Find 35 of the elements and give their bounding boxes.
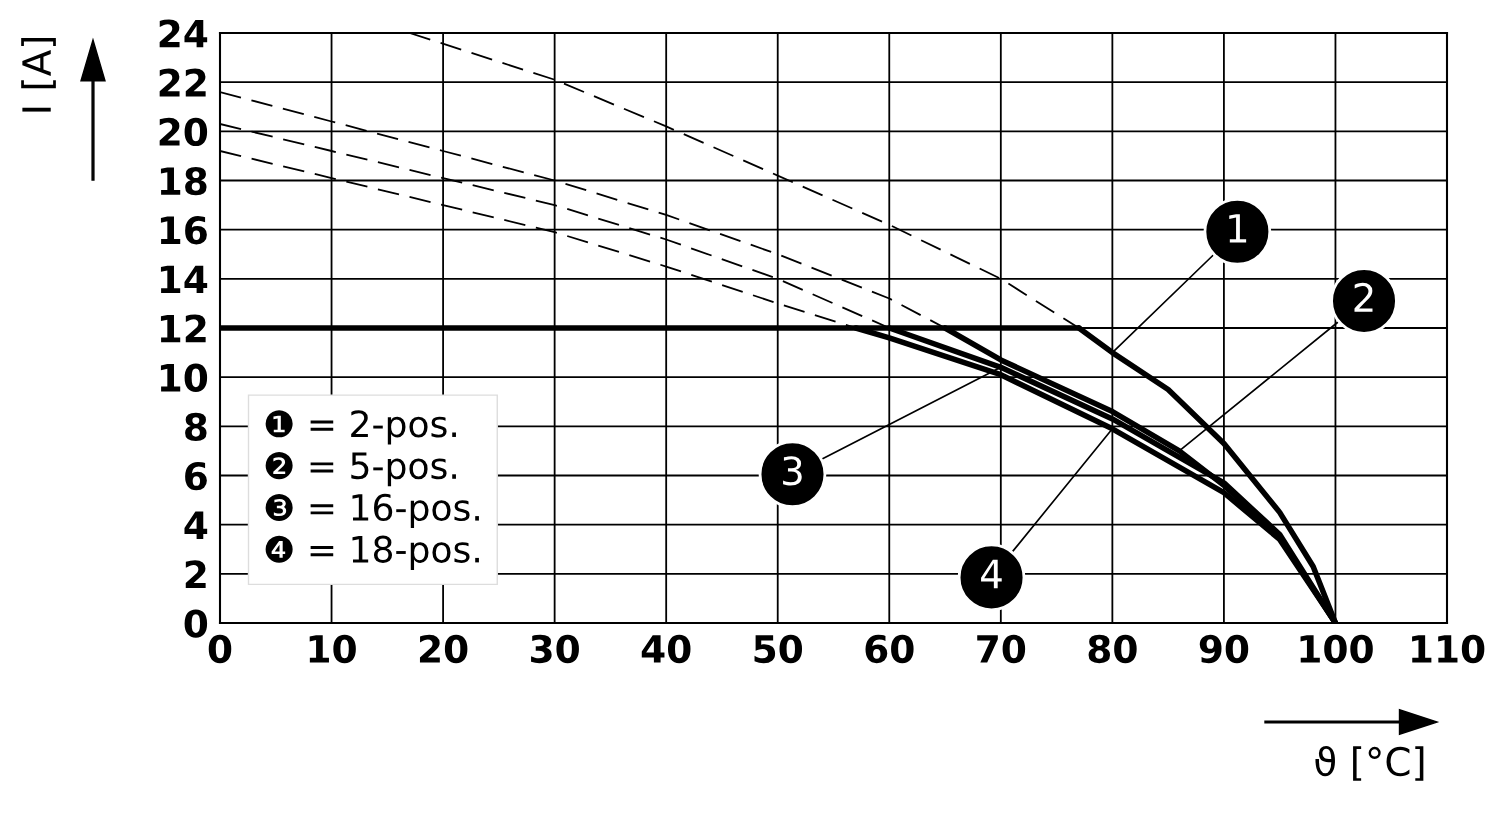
x-tick-label: 40 [641,634,691,664]
annotation: ❷ = 5-pos. [265,452,456,487]
annotation: ❸ = 16-pos. [265,493,479,529]
y-tick-label: 4 [184,511,208,539]
annotation: 4 [981,559,1002,589]
x-tick-label: 110 [1412,634,1485,664]
x-tick-label: 20 [419,634,468,664]
y-axis-title: I [A] [21,37,56,112]
y-tick-label: 16 [160,216,207,245]
y-tick-label: 22 [159,68,206,97]
y-tick-label: 14 [160,265,208,294]
annotation: 1 [1229,214,1247,243]
y-tick-label: 6 [185,461,207,491]
y-tick-label: 8 [185,412,207,442]
annotation: 3 [783,456,802,486]
y-tick-label: 0 [184,609,208,638]
x-tick-label: 80 [1088,634,1137,664]
annotation: ❶ = 2-pos. [265,410,456,445]
annotation: 2 [1354,282,1373,312]
x-tick-label: 90 [1199,634,1249,664]
x-tick-label: 10 [309,634,356,664]
x-tick-label: 70 [977,634,1026,664]
y-tick-label: 18 [160,166,207,196]
y-tick-label: 24 [159,19,208,48]
x-axis-title: ϑ [°C] [1315,745,1424,781]
y-tick-label: 20 [159,117,208,147]
x-tick-label: 100 [1300,634,1373,664]
x-tick-label: 50 [754,634,803,664]
y-tick-label: 12 [160,314,206,343]
x-tick-label: 0 [208,634,232,664]
annotation: ❹ = 18-pos. [265,535,479,570]
y-tick-label: 10 [160,363,208,392]
x-tick-label: 60 [865,634,914,664]
y-tick-label: 2 [185,560,206,589]
x-tick-label: 30 [531,634,579,664]
